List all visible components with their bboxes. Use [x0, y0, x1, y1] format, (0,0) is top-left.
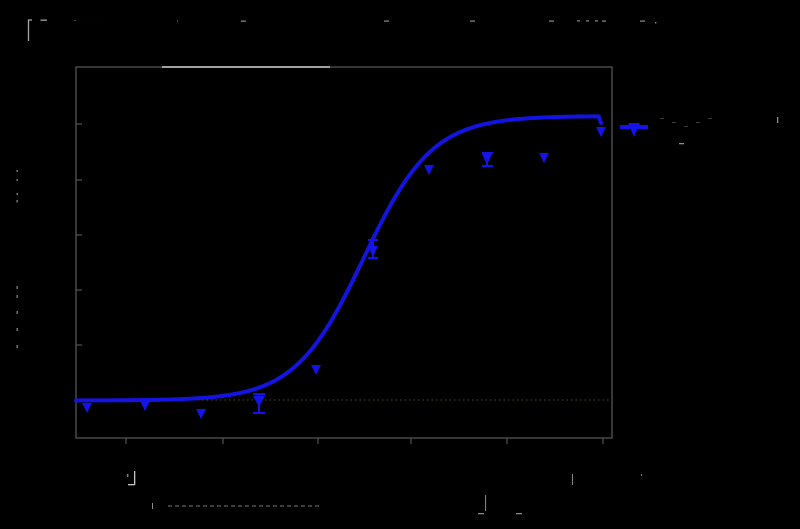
svg-text:Response (% of control): Response (% of control) [10, 183, 25, 322]
svg-text:+ Antagonist: + Antagonist [620, 16, 676, 27]
svg-text:Agonist: Agonist [70, 16, 104, 27]
svg-text:Log [Antagonist], M: Log [Antagonist], M [288, 474, 400, 489]
svg-text:Mean ± SEM: Mean ± SEM [560, 501, 618, 512]
